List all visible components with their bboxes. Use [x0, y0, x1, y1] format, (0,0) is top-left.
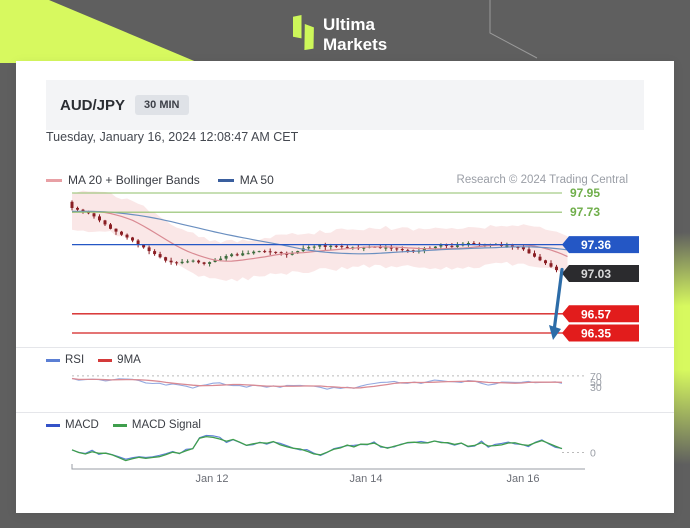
- svg-text:97.03: 97.03: [581, 267, 611, 281]
- svg-text:0: 0: [590, 448, 596, 460]
- svg-text:97.73: 97.73: [570, 205, 600, 219]
- svg-text:30: 30: [590, 382, 602, 394]
- svg-text:Jan 12: Jan 12: [195, 473, 228, 485]
- svg-text:97.95: 97.95: [570, 186, 600, 200]
- svg-text:Jan 14: Jan 14: [349, 473, 382, 485]
- svg-text:97.36: 97.36: [581, 238, 611, 252]
- svg-text:96.57: 96.57: [581, 307, 611, 321]
- svg-text:96.35: 96.35: [581, 327, 611, 341]
- svg-text:Jan 16: Jan 16: [506, 473, 539, 485]
